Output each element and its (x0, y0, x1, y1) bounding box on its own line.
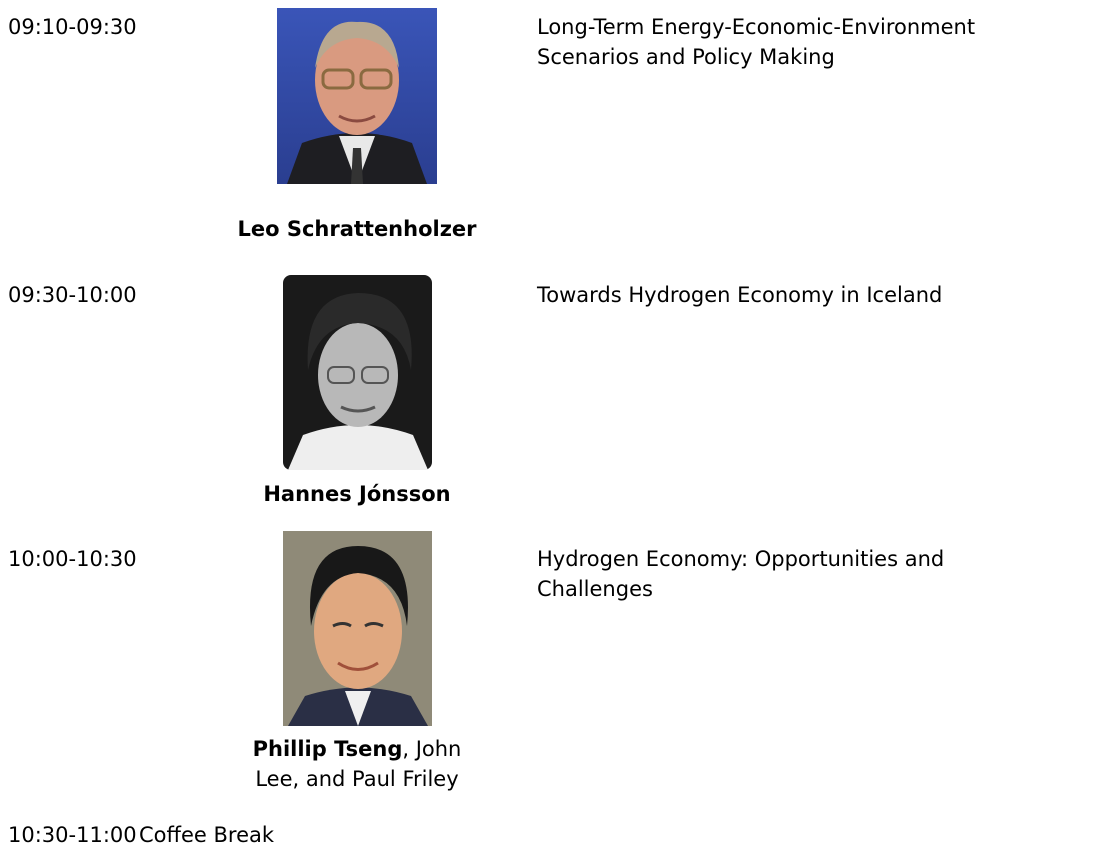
time: 10:30-11:00 (8, 820, 137, 850)
time: 09:10-09:30 (8, 12, 137, 42)
page: 09:10-09:30 Leo Schrattenholzer Long-Ter… (0, 0, 1095, 850)
time: 10:00-10:30 (8, 544, 137, 574)
speaker-bold: Hannes Jónsson (263, 482, 450, 506)
speaker-photo (277, 8, 437, 184)
break-label: Coffee Break (139, 820, 274, 850)
talk-title: Long-Term Energy-Economic-Environment Sc… (537, 12, 1062, 72)
speaker-photo (283, 275, 432, 470)
speaker-name: Hannes Jónsson (197, 479, 517, 509)
speaker-name: Leo Schrattenholzer (197, 214, 517, 244)
talk-title: Towards Hydrogen Economy in Iceland (537, 280, 1062, 310)
speaker-name: Phillip Tseng, John Lee, and Paul Friley (232, 734, 482, 794)
speaker-photo (283, 531, 432, 726)
speaker-bold: Leo Schrattenholzer (237, 217, 476, 241)
time: 09:30-10:00 (8, 280, 137, 310)
talk-title: Hydrogen Economy: Opportunities and Chal… (537, 544, 1062, 604)
speaker-bold: Phillip Tseng (253, 737, 403, 761)
